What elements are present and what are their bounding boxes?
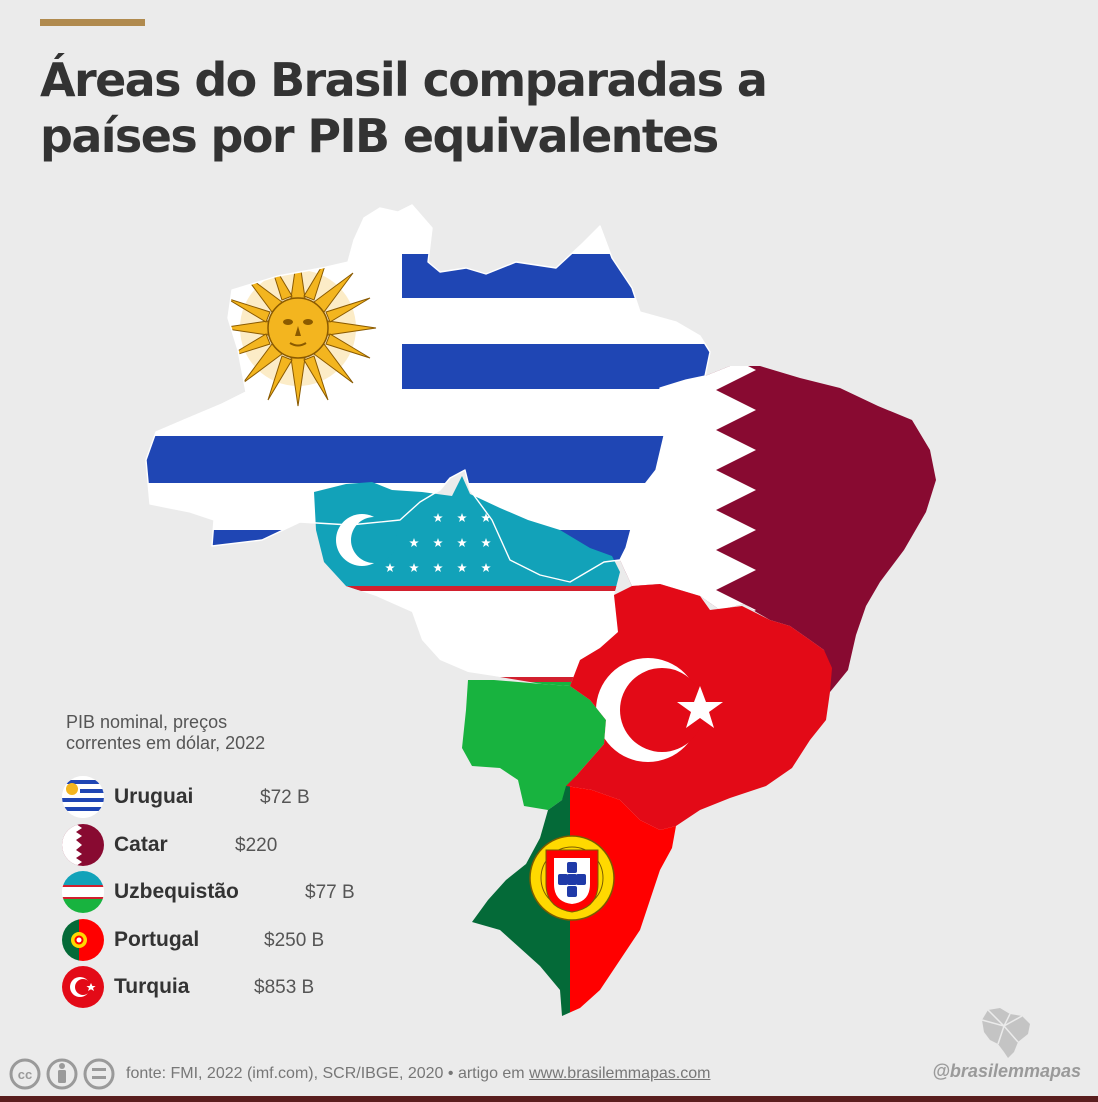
portuguese-shield-icon xyxy=(529,835,615,921)
turkey-flag-icon xyxy=(62,966,104,1008)
legend-value-uruguai: $72 B xyxy=(260,787,310,808)
legend-name-uruguai: Uruguai xyxy=(114,785,194,808)
bottom-border xyxy=(0,1096,1098,1102)
legend-name-turquia: Turquia xyxy=(114,975,190,998)
title-line-1: Áreas do Brasil comparadas a xyxy=(40,53,768,107)
title-line-2: países por PIB equivalentes xyxy=(40,109,719,163)
brazil-logo-icon xyxy=(981,1008,1030,1058)
legend-value-uzbequistao: $77 B xyxy=(305,882,355,903)
legend-note: PIB nominal, preços correntes em dólar, … xyxy=(66,712,386,754)
title-accent-bar xyxy=(40,19,145,26)
svg-text:cc: cc xyxy=(18,1067,32,1082)
region-borders xyxy=(145,204,711,583)
legend-note-line-1: PIB nominal, preços xyxy=(66,712,228,732)
footer-source: fonte: FMI, 2022 (imf.com), SCR/IBGE, 20… xyxy=(126,1065,530,1082)
legend-name-portugal: Portugal xyxy=(114,927,200,951)
creative-commons-icons: cc xyxy=(9,1058,115,1090)
crescent-icon xyxy=(336,514,397,566)
legend-note-line-2: correntes em dólar, 2022 xyxy=(66,733,266,753)
brand-handle: @brasilemmapas xyxy=(932,1061,1081,1081)
uzbekistan-flag-icon xyxy=(62,871,104,913)
uruguay-flag-icon xyxy=(62,776,104,818)
sun-of-may-icon xyxy=(219,249,377,407)
legend-name-catar: Catar xyxy=(114,832,168,856)
page-title: Áreas do Brasil comparadas a países por … xyxy=(40,52,940,164)
portugal-flag-icon xyxy=(62,918,104,961)
legend-value-turquia: $853 B xyxy=(254,977,315,998)
legend-value-catar: $220 xyxy=(235,834,278,856)
source-footer: fonte: FMI, 2022 (imf.com), SCR/IBGE, 20… xyxy=(126,1065,710,1083)
legend-value-portugal: $250 B xyxy=(264,929,325,951)
footer-link[interactable]: www.brasilemmapas.com xyxy=(529,1065,711,1082)
turkish-crescent-icon xyxy=(596,658,723,762)
qatar-flag-icon xyxy=(62,823,104,866)
legend-name-uzbequistao: Uzbequistão xyxy=(114,880,239,903)
